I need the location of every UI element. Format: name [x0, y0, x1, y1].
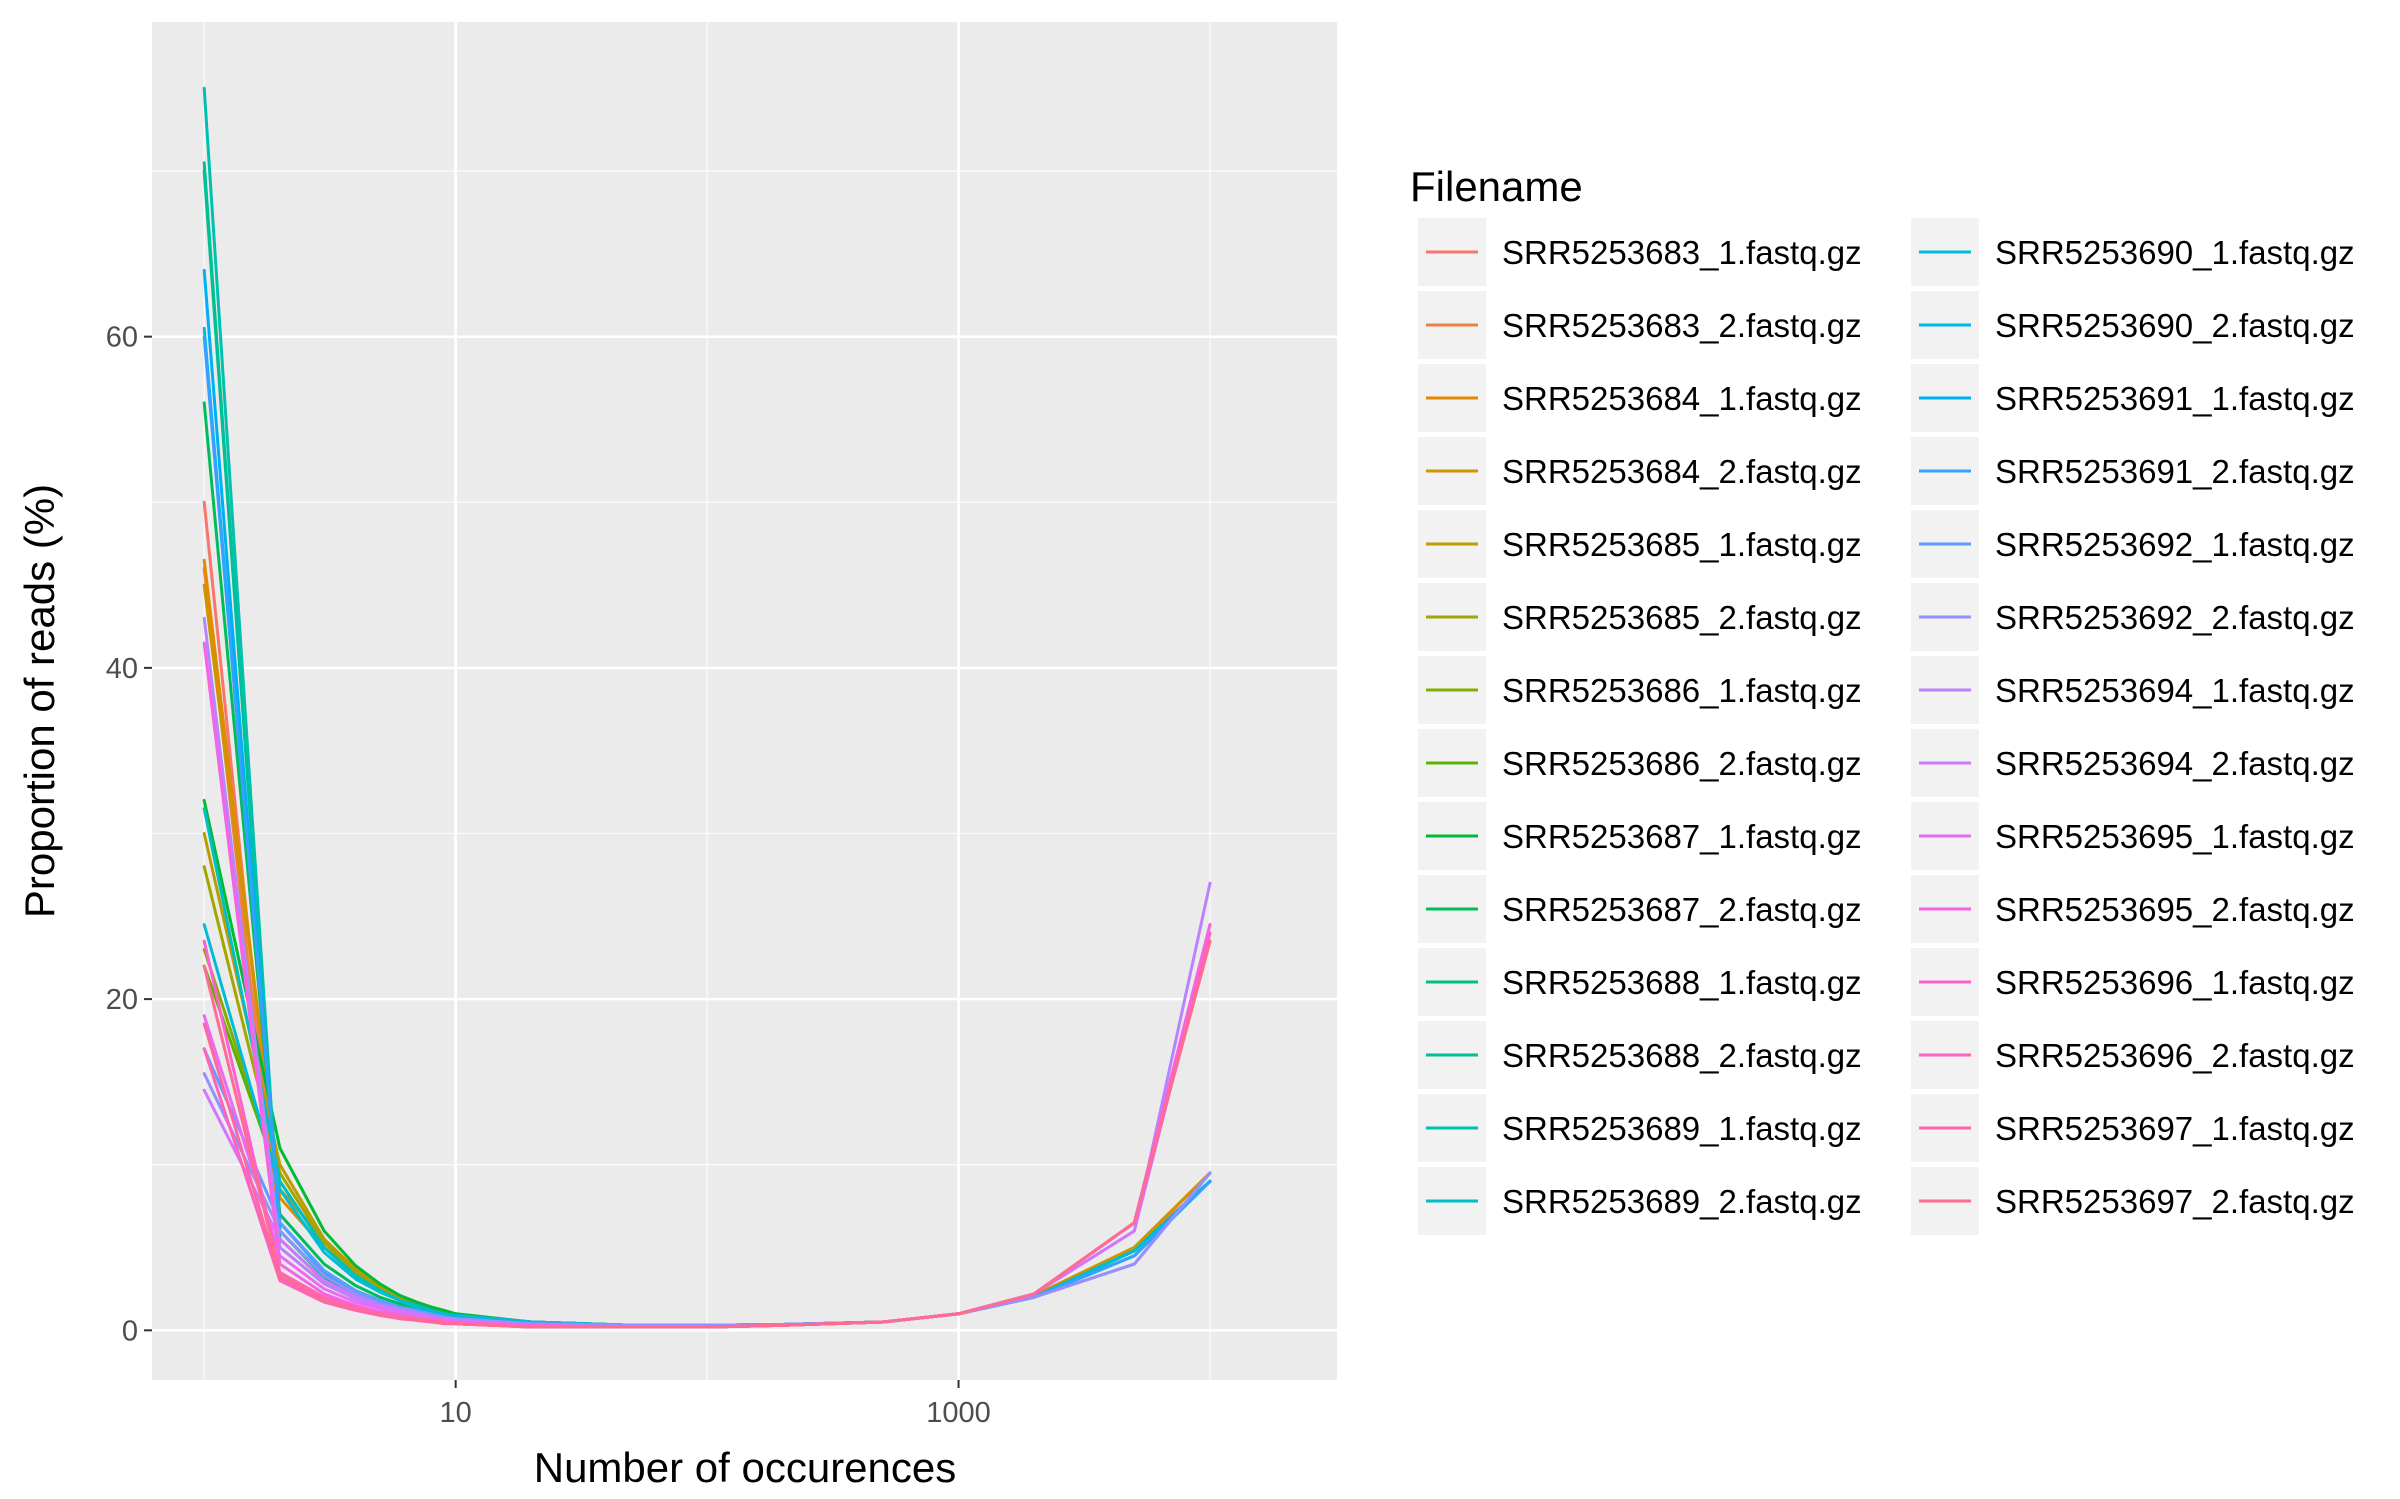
legend-label: SRR5253695_2.fastq.gz: [1995, 891, 2355, 928]
legend-item: SRR5253691_2.fastq.gz: [1911, 437, 2355, 505]
legend-label: SRR5253697_1.fastq.gz: [1995, 1110, 2355, 1147]
y-axis-title: Proportion of reads (%): [16, 484, 63, 918]
legend-label: SRR5253692_2.fastq.gz: [1995, 599, 2355, 636]
legend-item: SRR5253687_2.fastq.gz: [1418, 875, 1862, 943]
legend-item: SRR5253690_2.fastq.gz: [1911, 291, 2355, 359]
legend-label: SRR5253685_1.fastq.gz: [1502, 526, 1862, 563]
y-tick-label: 40: [106, 653, 138, 685]
legend-item: SRR5253692_2.fastq.gz: [1911, 583, 2355, 651]
legend-label: SRR5253691_1.fastq.gz: [1995, 380, 2355, 417]
legend-title: Filename: [1410, 163, 1583, 210]
series-lines: [202, 86, 1212, 1329]
legend-item: SRR5253684_2.fastq.gz: [1418, 437, 1862, 505]
plot-panel-background: [152, 22, 1337, 1380]
legend-label: SRR5253689_1.fastq.gz: [1502, 1110, 1862, 1147]
legend-item: SRR5253686_2.fastq.gz: [1418, 729, 1862, 797]
legend-item: SRR5253688_1.fastq.gz: [1418, 948, 1862, 1016]
legend-label: SRR5253695_1.fastq.gz: [1995, 818, 2355, 855]
legend-label: SRR5253694_1.fastq.gz: [1995, 672, 2355, 709]
legend-item: SRR5253695_2.fastq.gz: [1911, 875, 2355, 943]
series-line: [202, 939, 1212, 1329]
legend-item: SRR5253688_2.fastq.gz: [1418, 1021, 1862, 1089]
legend-label: SRR5253694_2.fastq.gz: [1995, 745, 2355, 782]
legend-item: SRR5253687_1.fastq.gz: [1418, 802, 1862, 870]
legend-item: SRR5253696_2.fastq.gz: [1911, 1021, 2355, 1089]
legend-item: SRR5253689_2.fastq.gz: [1418, 1167, 1862, 1235]
legend-label: SRR5253687_1.fastq.gz: [1502, 818, 1862, 855]
y-tick-label: 20: [106, 984, 138, 1016]
legend-label: SRR5253697_2.fastq.gz: [1995, 1183, 2355, 1220]
x-axis-title: Number of occurences: [534, 1444, 957, 1491]
legend-label: SRR5253685_2.fastq.gz: [1502, 599, 1862, 636]
x-tick-label: 10: [440, 1397, 472, 1429]
y-axis: 0 20 40 60: [106, 322, 152, 1347]
legend-label: SRR5253692_1.fastq.gz: [1995, 526, 2355, 563]
legend-label: SRR5253690_1.fastq.gz: [1995, 234, 2355, 271]
legend-item: SRR5253683_1.fastq.gz: [1418, 218, 1862, 286]
legend-item: SRR5253683_2.fastq.gz: [1418, 291, 1862, 359]
legend-item: SRR5253684_1.fastq.gz: [1418, 364, 1862, 432]
legend-label: SRR5253684_2.fastq.gz: [1502, 453, 1862, 490]
gridlines: [152, 22, 1337, 1380]
legend-label: SRR5253696_1.fastq.gz: [1995, 964, 2355, 1001]
legend-label: SRR5253686_1.fastq.gz: [1502, 672, 1862, 709]
legend-label: SRR5253684_1.fastq.gz: [1502, 380, 1862, 417]
legend-item: SRR5253697_1.fastq.gz: [1911, 1094, 2355, 1162]
x-axis: 10 1000: [440, 1380, 991, 1429]
legend-item: SRR5253697_2.fastq.gz: [1911, 1167, 2355, 1235]
legend-label: SRR5253691_2.fastq.gz: [1995, 453, 2355, 490]
x-tick-label: 1000: [926, 1397, 991, 1429]
legend-item: SRR5253685_2.fastq.gz: [1418, 583, 1862, 651]
legend-label: SRR5253683_2.fastq.gz: [1502, 307, 1862, 344]
legend-item: SRR5253692_1.fastq.gz: [1911, 510, 2355, 578]
legend-label: SRR5253686_2.fastq.gz: [1502, 745, 1862, 782]
legend-label: SRR5253683_1.fastq.gz: [1502, 234, 1862, 271]
legend-item: SRR5253690_1.fastq.gz: [1911, 218, 2355, 286]
legend-label: SRR5253688_2.fastq.gz: [1502, 1037, 1862, 1074]
legend-item: SRR5253694_2.fastq.gz: [1911, 729, 2355, 797]
legend-item: SRR5253695_1.fastq.gz: [1911, 802, 2355, 870]
legend-label: SRR5253687_2.fastq.gz: [1502, 891, 1862, 928]
legend-item: SRR5253696_1.fastq.gz: [1911, 948, 2355, 1016]
legend-label: SRR5253690_2.fastq.gz: [1995, 307, 2355, 344]
legend-label: SRR5253696_2.fastq.gz: [1995, 1037, 2355, 1074]
legend-label: SRR5253688_1.fastq.gz: [1502, 964, 1862, 1001]
legend-items: SRR5253683_1.fastq.gz SRR5253683_2.fastq.…: [1418, 218, 2355, 1235]
y-tick-label: 60: [106, 322, 138, 354]
legend-item: SRR5253691_1.fastq.gz: [1911, 364, 2355, 432]
legend-item: SRR5253685_1.fastq.gz: [1418, 510, 1862, 578]
legend-item: SRR5253686_1.fastq.gz: [1418, 656, 1862, 724]
legend: Filename SRR5253683_1.fastq.gzSRR5253683…: [1410, 163, 2355, 1235]
legend-item: SRR5253689_1.fastq.gz: [1418, 1094, 1862, 1162]
y-tick-label: 0: [122, 1315, 138, 1347]
legend-label: SRR5253689_2.fastq.gz: [1502, 1183, 1862, 1220]
legend-item: SRR5253694_1.fastq.gz: [1911, 656, 2355, 724]
